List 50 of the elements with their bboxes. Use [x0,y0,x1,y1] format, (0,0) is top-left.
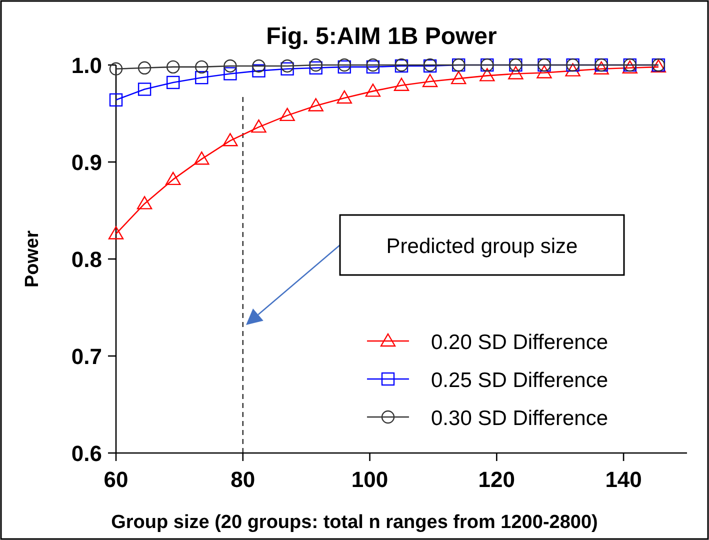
point [166,60,180,74]
point [195,60,208,74]
point [422,74,438,88]
y-tick-label: 0.6 [71,441,102,466]
point [252,64,266,78]
point [309,58,322,72]
point [365,84,381,97]
point [451,70,466,84]
point [280,62,294,76]
point [565,63,580,76]
legend-label: 0.30 SD Difference [431,407,608,430]
x-tick-label: 140 [605,467,642,492]
point [136,196,152,210]
point [508,66,524,80]
point [536,65,552,78]
point [251,119,266,133]
x-axis-title: Group size (20 groups: total n ranges from 1200-2800) [111,512,598,533]
annotation: Predicted group size [386,235,578,258]
point [224,59,237,73]
x-tick-label: 100 [351,467,388,492]
point [138,61,152,75]
point [195,71,208,84]
point [394,78,410,91]
point [222,133,238,146]
legend-label: 0.25 SD Difference [431,369,608,392]
point [309,61,322,75]
point [109,93,123,107]
y-tick-label: 0.8 [71,247,102,272]
point [280,59,294,73]
legend-label: 0.20 SD Difference [431,331,608,354]
point [308,98,324,112]
y-axis-title: Power [22,230,43,288]
y-tick-label: 0.7 [71,344,102,369]
point [336,90,352,104]
point [138,82,152,96]
point [252,59,266,73]
x-tick-label: 120 [478,467,516,492]
point [224,67,237,80]
chart-title: Fig. 5:AIM 1B Power [266,23,497,50]
point [194,151,210,165]
x-tick-label: 60 [104,467,128,492]
point [480,68,495,82]
point [594,61,609,74]
point [166,172,181,186]
y-tick-label: 0.9 [71,150,102,175]
point [280,108,295,122]
y-tick-label: 1.0 [71,53,102,78]
point [108,226,124,240]
point [166,76,180,90]
x-tick-label: 80 [230,467,256,492]
